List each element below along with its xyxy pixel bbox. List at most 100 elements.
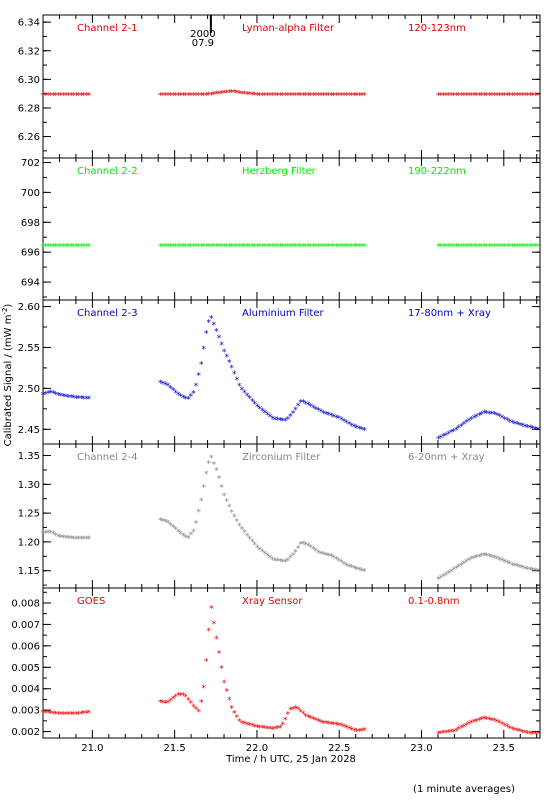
panel-2-data-point: * [252, 242, 257, 252]
panel-3-data-point: * [43, 390, 48, 400]
panel-4-data-point: * [275, 557, 280, 567]
panel-2-data-point: * [56, 242, 61, 252]
panel-4-data-point: * [500, 557, 505, 567]
panel-5-data-point: * [278, 724, 283, 734]
panel-5-data-point: * [82, 710, 87, 720]
panel-3-band-label: 17-80nm + Xray [408, 308, 491, 319]
panel-1-data-point: * [66, 91, 71, 101]
panel-2-data-point: * [306, 242, 311, 252]
panel-5-data-point: * [301, 710, 306, 720]
panel-2-data-point: * [235, 242, 240, 252]
panel-4-ytick-label: 1.15 [18, 566, 40, 577]
y-axis-label-exponent: -2 [1, 308, 9, 315]
panel-2-data-point: * [74, 242, 79, 252]
panel-2-data-point: * [41, 242, 46, 252]
panel-1-data-point: * [258, 91, 263, 101]
panel-3-data-point: * [314, 405, 319, 415]
panel-1-data-point: * [278, 91, 283, 101]
panel-1-data-point: * [337, 91, 342, 101]
panel-3-data-point: * [268, 413, 273, 423]
panel-3-data-point: * [61, 393, 66, 403]
panel-4-data-point: * [467, 557, 472, 567]
panel-5-data-point: * [482, 715, 487, 725]
panel-1-data-point: * [339, 91, 344, 101]
panel-1-frame [42, 14, 541, 159]
panel-5-data-point: * [464, 722, 469, 732]
panel-5-data-point: * [237, 718, 242, 728]
panel-5-data-point: * [462, 723, 467, 733]
panel-2-data-point: * [76, 242, 81, 252]
panel-2-data-point: * [446, 242, 451, 252]
panel-5-data-point: * [84, 709, 89, 719]
panel-5-ytick-label: 0.002 [11, 727, 40, 738]
panel-5-data-point: * [270, 726, 275, 736]
panel-5-data-point: * [362, 727, 367, 737]
panel-2-data-point: * [355, 242, 360, 252]
panel-4-data-point: * [260, 548, 265, 558]
panel-4-data-point: * [518, 563, 523, 573]
panel-2-data-point: * [324, 242, 329, 252]
panel-2-data-point: * [326, 242, 331, 252]
panel-2-data-point: * [64, 242, 69, 252]
panel-1-data-point: * [163, 91, 168, 101]
panel-4-data-point: * [273, 557, 278, 567]
panel-1: 6.26 6.28 6.30 6.32 6.34 Channel 2-1 Lyman-alp… [18, 14, 541, 159]
panel-2-data-point: * [329, 242, 334, 252]
panel-5-data-point: * [459, 724, 464, 734]
panel-3-data-point: * [347, 420, 352, 430]
panel-2-data-point: * [158, 242, 163, 252]
panel-4-data-point: * [247, 535, 252, 545]
panel-3-data-point: * [69, 394, 74, 404]
panel-3-data-point: * [525, 424, 530, 434]
panel-2-data-point: * [459, 242, 464, 252]
panel-1-data-point: * [235, 89, 240, 99]
panel-1-ytick-label: 6.34 [18, 18, 40, 29]
panel-1-data-point: * [457, 91, 462, 101]
panel-4-data-point: * [479, 552, 484, 562]
panel-3-data-point: * [485, 410, 490, 420]
panel-5-data-point: * [355, 728, 360, 738]
panel-1-data-point: * [224, 89, 229, 99]
panel-1-data-point: * [293, 91, 298, 101]
panel-4-data-point: * [454, 565, 459, 575]
panel-1-data-point: * [525, 91, 530, 101]
panel-4-data-point: * [459, 561, 464, 571]
panel-2-data-point: * [51, 242, 56, 252]
panel-1-data-point: * [490, 91, 495, 101]
panel-5-data-point: * [360, 727, 365, 737]
panel-2-data-point: * [339, 242, 344, 252]
panel-4-data-point: * [184, 534, 189, 544]
panel-5-series: ****************************************… [41, 604, 541, 740]
panel-5-data-point: * [235, 714, 240, 724]
panel-4-data-point: * [46, 529, 51, 539]
panel-3-data-point: * [332, 413, 337, 423]
panel-3-data-point: * [82, 395, 87, 405]
panel-2-data-point: * [66, 242, 71, 252]
panel-4-data-point: * [293, 549, 298, 559]
panel-2-ytick-label: 696 [21, 248, 40, 259]
panel-1-data-point: * [219, 90, 224, 100]
panel-3-data-point: * [329, 412, 334, 422]
panel-3-data-point: * [186, 395, 191, 405]
panel-5-data-point: * [436, 730, 441, 740]
panel-3-data-point: * [342, 418, 347, 428]
panel-1-data-point: * [263, 91, 268, 101]
panel-1-data-point: * [349, 91, 354, 101]
panel-5-data-point: * [178, 691, 183, 701]
panel-3-data-point: * [454, 426, 459, 436]
x-tick-label: 21.0 [81, 743, 103, 754]
panel-5-data-point: * [56, 711, 61, 721]
panel-1-data-point: * [194, 91, 199, 101]
panel-3-data-point: * [451, 428, 456, 438]
panel-3-data-point: * [204, 330, 209, 340]
panel-1-data-point: * [462, 91, 467, 101]
panel-2-data-point: * [298, 242, 303, 252]
panel-1-data-point: * [54, 91, 59, 101]
panel-4-data-point: * [474, 554, 479, 564]
panel-4-data-point: * [163, 518, 168, 528]
panel-5-data-point: * [250, 722, 255, 732]
panel-5-data-point: * [349, 726, 354, 736]
panel-4-data-point: * [439, 574, 444, 584]
panel-4-data-point: * [482, 551, 487, 561]
panel-3-data-point: * [41, 391, 46, 401]
